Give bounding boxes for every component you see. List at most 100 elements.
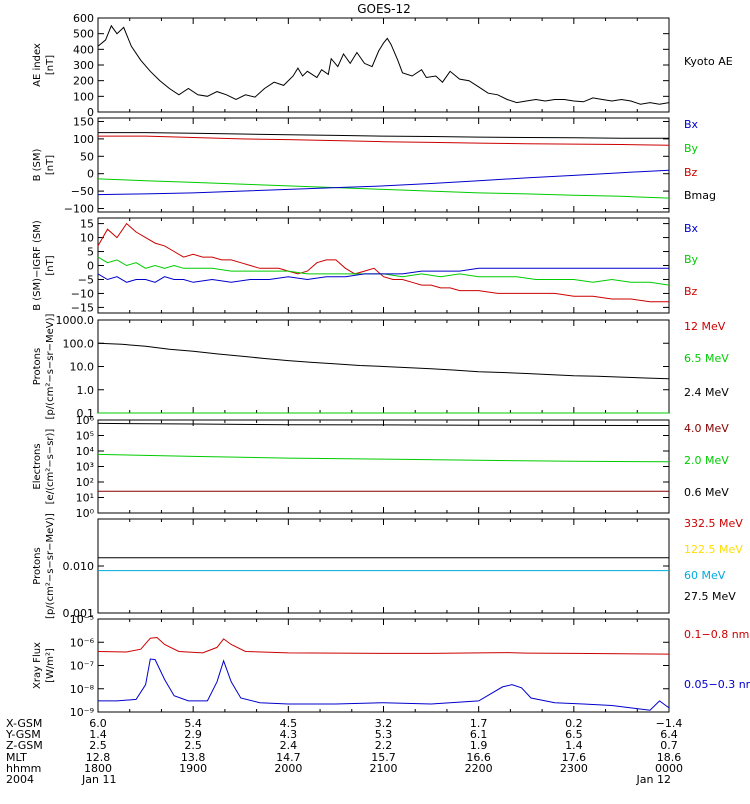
y-axis-label-b_sm: [nT] [45, 155, 56, 175]
panel-frame-ae [97, 17, 670, 113]
ephemeris-value: 1.7 [470, 717, 488, 730]
panel-frame-b_diff [97, 217, 670, 314]
series-line-xray [98, 658, 670, 711]
y-tick-label-protons_hi: 0.001 [63, 607, 95, 620]
y-tick-label-xray: 10⁻⁶ [70, 636, 95, 649]
series-line-electrons [97, 453, 670, 463]
ephemeris-value: 15.7 [371, 751, 396, 764]
legend-label-protons_hi: 122.5 MeV [684, 543, 743, 556]
ephemeris-value: 2200 [465, 762, 493, 775]
ephemeris-value: 6.0 [89, 717, 107, 730]
legend-label-b_diff: Bx [684, 222, 699, 235]
ephemeris-value: 18.6 [657, 751, 682, 764]
panel-frame-protons_hi [97, 518, 670, 614]
y-tick-label-b_diff: 10 [80, 232, 94, 245]
ephemeris-value: −1.4 [656, 717, 683, 730]
legend-label-protons_p: 2.4 MeV [684, 386, 729, 399]
y-axis-label-protons_hi: [p/(cm²−s−sr−MeV)] [45, 513, 56, 619]
ephemeris-row-label: X-GSM [6, 717, 42, 730]
ephemeris-value: 16.6 [466, 751, 491, 764]
ephemeris-value: 1800 [84, 762, 112, 775]
y-axis-label-xray: Xray Flux [32, 642, 43, 689]
y-tick-label-protons_p: 10.0 [70, 361, 95, 374]
y-axis-label-xray: [W/m²] [45, 648, 56, 683]
ephemeris-value: 4.3 [280, 728, 298, 741]
legend-label-b_diff: Bz [684, 285, 698, 298]
legend-label-electrons: 4.0 MeV [684, 422, 729, 435]
ephemeris-value: 0.7 [660, 739, 678, 752]
y-tick-label-b_sm: −50 [71, 185, 94, 198]
y-axis-label-protons_p: Protons [32, 348, 43, 385]
y-tick-label-b_diff: 5 [87, 246, 94, 259]
series-line-b_sm [98, 135, 670, 146]
ephemeris-value: 2300 [560, 762, 588, 775]
legend-label-xray: 0.05−0.3 nm [684, 678, 750, 691]
ephemeris-row-label: Y-GSM [5, 728, 41, 741]
ephemeris-value: 6.4 [660, 728, 678, 741]
y-tick-label-xray: 10⁻⁵ [70, 613, 94, 626]
legend-label-b_sm: Bx [684, 118, 699, 131]
panel-frame-electrons [97, 419, 670, 514]
legend-label-ae: Kyoto AE [684, 55, 733, 68]
ephemeris-value: 2000 [274, 762, 302, 775]
series-line-b_sm [98, 132, 669, 139]
ephemeris-value: 3.2 [375, 717, 393, 730]
ephemeris-row-label: 2004 [6, 773, 34, 786]
y-tick-label-b_sm: 50 [80, 150, 94, 163]
y-tick-label-protons_p: 0.1 [77, 407, 95, 420]
legend-label-b_sm: Bz [684, 166, 698, 179]
ephemeris-value: 6.5 [565, 728, 583, 741]
y-tick-label-protons_hi: 0.010 [63, 560, 95, 573]
y-tick-label-ae: 400 [73, 43, 94, 56]
y-axis-label-protons_hi: Protons [32, 547, 43, 584]
y-axis-label-electrons: Electrons [32, 443, 43, 489]
y-tick-label-electrons: 10⁶ [76, 414, 95, 427]
y-axis-label-b_diff: B (SM)−IGRF (SM) [32, 220, 43, 311]
chart-title: GOES-12 [357, 2, 411, 16]
y-tick-label-ae: 100 [73, 90, 94, 103]
y-axis-label-electrons: [e/(cm²−s−sr)] [45, 429, 56, 505]
y-tick-label-ae: 300 [73, 59, 94, 72]
ephemeris-row-label: MLT [6, 751, 27, 764]
legend-label-b_diff: By [684, 253, 699, 266]
ephemeris-value: 12.8 [86, 751, 111, 764]
y-tick-label-xray: 10⁻⁷ [70, 660, 94, 673]
y-tick-label-ae: 200 [73, 75, 94, 88]
y-tick-label-b_sm: 0 [87, 168, 94, 181]
ephemeris-value: 5.3 [375, 728, 393, 741]
y-tick-label-b_sm: 100 [73, 133, 94, 146]
legend-label-protons_p: 12 MeV [684, 320, 726, 333]
series-line-electrons [97, 422, 670, 426]
ephemeris-value: 2100 [370, 762, 398, 775]
y-tick-label-b_diff: −15 [71, 301, 94, 314]
ephemeris-value: 5.4 [184, 717, 202, 730]
ephemeris-value: 2.2 [375, 739, 393, 752]
y-tick-label-electrons: 10⁰ [76, 507, 95, 520]
series-line-b_sm [97, 169, 670, 196]
series-line-ae [97, 24, 670, 105]
y-tick-label-xray: 10⁻⁸ [70, 683, 95, 696]
ephemeris-value: 2.5 [184, 739, 202, 752]
ephemeris-value: 0.2 [565, 717, 583, 730]
legend-label-protons_hi: 332.5 MeV [684, 517, 743, 530]
y-tick-label-b_diff: −5 [78, 273, 94, 286]
y-tick-label-electrons: 10⁵ [76, 430, 94, 443]
ephemeris-value: 6.1 [470, 728, 488, 741]
legend-label-protons_p: 6.5 MeV [684, 352, 729, 365]
ephemeris-value: 14.7 [276, 751, 301, 764]
y-tick-label-b_diff: −10 [71, 287, 94, 300]
y-tick-label-b_diff: 0 [87, 260, 94, 273]
ephemeris-value: 2.4 [280, 739, 298, 752]
y-tick-label-electrons: 10² [76, 476, 94, 489]
series-line-b_diff [97, 256, 670, 286]
y-tick-label-electrons: 10³ [76, 461, 94, 474]
ephemeris-value: 2.5 [89, 739, 107, 752]
ephemeris-value: 17.6 [562, 751, 587, 764]
y-axis-label-b_sm: B (SM) [32, 148, 43, 181]
series-line-protons_p [97, 342, 670, 380]
y-tick-label-protons_p: 1.0 [77, 384, 95, 397]
series-line-b_sm [97, 178, 670, 199]
legend-label-b_sm: By [684, 142, 699, 155]
